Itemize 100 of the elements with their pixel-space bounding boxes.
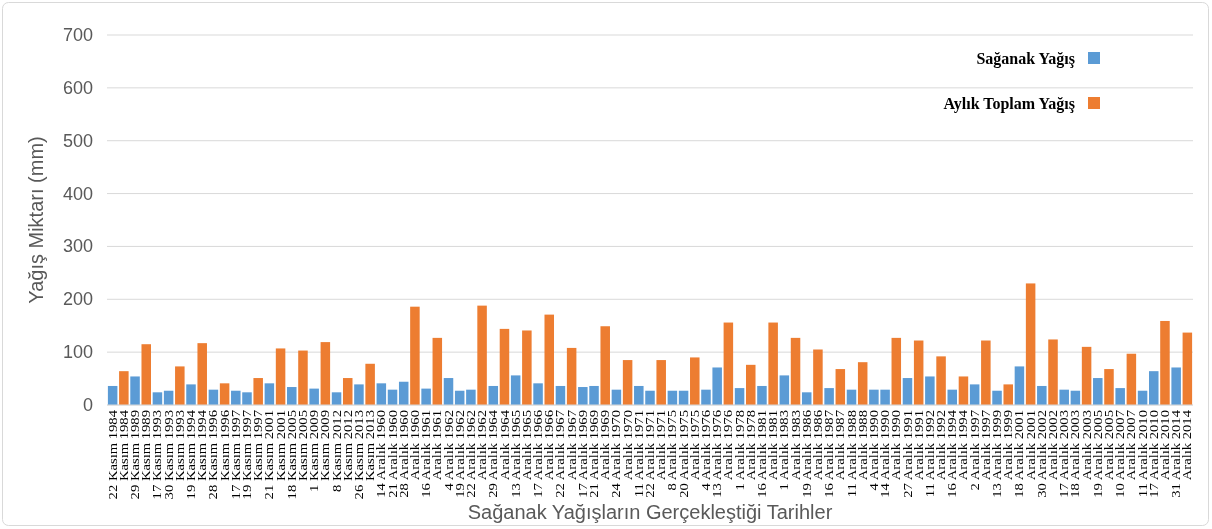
bar [219,383,230,405]
bar [533,383,543,405]
x-tick-label: Kasım 1984 [117,409,131,482]
x-tick-label: Kasım 1997 [251,409,265,482]
x-tick-label: Aralık 1999 [1001,409,1015,481]
x-tick-label: 17 Aralık 2010 [1147,409,1161,498]
x-tick-label: Aralık 1997 [979,409,993,481]
x-axis-title: Sağanak Yağışların Gerçekleştiği Tarihler [467,501,833,523]
x-tick-label: 19 Aralık 1986 [800,409,814,498]
x-tick-label: 19 Aralık 2005 [1091,409,1105,498]
x-tick-label: 30 Aralık 2002 [1035,410,1049,498]
bar [555,385,566,405]
bar [1003,384,1013,405]
x-tick-label: 17 Aralık 1969 [576,409,590,498]
x-tick-label: 29 Kasım 1989 [128,409,142,500]
bar [107,385,118,405]
x-tick-label: 16 Aralık 1987 [822,409,836,498]
x-tick-label: Aralık 2014 [1180,409,1195,481]
bar [925,376,935,405]
bar [913,340,924,405]
x-tick-label: Aralık 1962 [475,410,489,481]
bar [522,330,532,405]
x-tick-label: Kasım 2005 [296,409,310,482]
bar [298,350,308,405]
x-tick-label: 16 Aralık 1961 [419,410,433,498]
bar [902,378,913,405]
x-tick-label: 22 Aralık 1971 [643,410,657,498]
y-tick-label: 700 [62,25,93,45]
bar [342,378,353,405]
bar [432,337,443,405]
bar [466,389,476,405]
bar [376,383,387,405]
bar [488,385,499,405]
bar [186,384,196,405]
x-tick-label: 14 Aralık 1990 [878,409,892,498]
bar [264,383,275,405]
bar [365,363,375,405]
x-tick-label: 22 Aralık 1962 [464,410,478,498]
x-tick-label: Aralık 1986 [811,409,825,481]
bar [175,366,185,405]
y-tick-label: 0 [82,395,93,415]
x-tick-label: 1 Kasım 2009 [307,409,321,493]
x-tick-label: Kasım 2013 [363,409,377,482]
bar [253,378,263,405]
y-tick-label: 400 [62,183,93,204]
bar [622,360,633,405]
bar [1059,389,1069,405]
bar [1025,283,1036,405]
bar [992,390,1002,405]
bar [510,375,521,405]
x-tick-label: 18 Kasım 2005 [285,409,299,500]
bar [790,337,801,405]
bar [398,381,409,405]
y-tick-label: 600 [62,77,93,98]
x-tick-label: 13 Aralık 1976 [710,409,724,498]
bar [723,322,734,405]
x-tick-label: 11 Aralık 1992 [923,410,937,498]
bar [1171,367,1181,405]
bar [1126,353,1137,405]
x-tick-label: 4 Aralık 1990 [867,409,881,491]
bar [287,387,297,405]
x-tick-label: Aralık 2002 [1046,410,1060,481]
bar [1014,366,1025,405]
bar [947,389,958,405]
legend-label: Sağanak Yağış [976,49,1075,68]
bar [600,326,610,405]
bar [566,347,577,405]
y-tick-label: 500 [62,130,93,151]
bar [197,343,207,405]
bar [813,349,823,405]
x-tick-label: 19 Kasım 1994 [184,409,198,500]
bar [690,357,700,405]
bar [1037,385,1047,405]
x-tick-label: Aralık 1981 [766,410,780,481]
x-tick-label: 29 Aralık 1964 [486,409,500,498]
x-tick-label: Aralık 1966 [542,409,556,481]
bar [857,362,868,405]
x-tick-label: Aralık 1971 [654,410,668,481]
bar [969,384,980,405]
x-tick-label: 21 Aralık 1969 [587,409,601,498]
x-tick-label: 4 Aralık 1976 [699,409,713,491]
x-tick-label: Aralık 1975 [688,409,702,481]
bar [421,388,431,405]
bar [309,388,319,405]
bar [1081,346,1092,405]
bar [746,364,756,405]
x-tick-label: 16 Aralık 1981 [755,410,769,498]
bar [779,375,790,405]
bar [958,376,969,405]
bar [1160,320,1170,405]
bar [130,376,140,405]
bar [936,356,946,405]
x-tick-label: Aralık 2005 [1102,409,1116,481]
bar [544,314,555,405]
bar [1048,339,1058,405]
bar [443,378,454,405]
x-tick-label: 22 Kasım 1984 [105,409,120,500]
bar [768,322,778,405]
x-tick-label: 13 Aralık 1999 [990,409,1004,498]
bar [477,305,487,405]
